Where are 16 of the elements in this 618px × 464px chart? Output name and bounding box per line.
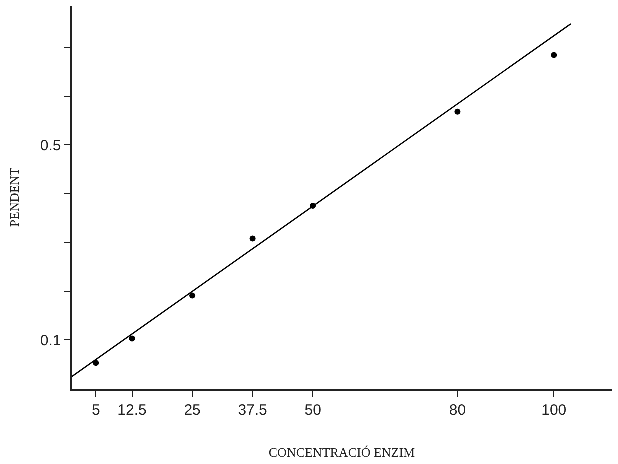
point	[190, 292, 196, 299]
x-tick-label: 5	[92, 402, 100, 419]
point	[454, 108, 461, 115]
x-tick-label: 100	[542, 402, 567, 419]
point	[129, 336, 136, 342]
x-tick-label: 50	[304, 402, 322, 419]
y-axis-title: PENDENT	[6, 168, 22, 228]
x-axis-title: CONCENTRACIÓ ENZIM	[268, 444, 416, 460]
x-tick-label: 37.5	[238, 402, 268, 419]
point	[250, 236, 256, 242]
x-tick-label: 80	[449, 402, 466, 419]
x-tick-label: 12.5	[118, 402, 147, 419]
y-tick-label: 0.1	[40, 332, 62, 350]
x-tick-label: 25	[184, 402, 201, 419]
y-tick-label: 0.5	[40, 137, 62, 154]
point	[551, 52, 558, 58]
